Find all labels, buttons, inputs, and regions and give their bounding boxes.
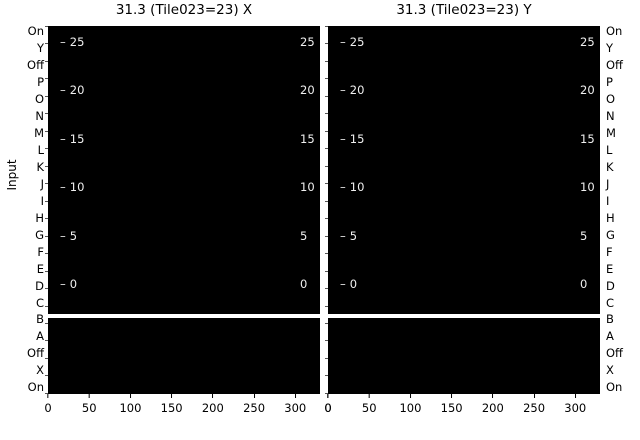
x-tick-label: 50 xyxy=(362,394,377,415)
category-tick-label: H xyxy=(606,210,615,225)
category-tick-label: I xyxy=(40,193,44,208)
category-tick-label: M xyxy=(34,125,44,140)
x-tick-label: 0 xyxy=(324,394,332,415)
category-tick-label: E xyxy=(606,261,614,276)
right-panel-title: 31.3 (Tile023=23) Y xyxy=(396,2,532,18)
x-tick-mark xyxy=(212,394,214,398)
category-axis-labels-left: On Y Off P O N M L K J I H G F E D C B A Off X On xyxy=(4,24,48,395)
x-tick-mark xyxy=(294,394,296,398)
category-tick-label: A xyxy=(36,329,44,344)
category-tick-label: H xyxy=(35,210,44,225)
category-tick-label: P xyxy=(37,74,44,89)
category-tick-label: On xyxy=(606,24,623,38)
x-tick-label: 150 xyxy=(161,394,183,415)
x-tick-label: 250 xyxy=(523,394,545,415)
category-tick-label: Off xyxy=(27,346,44,361)
left-panel-title: 31.3 (Tile023=23) X xyxy=(115,2,253,18)
plot-area-y-upper xyxy=(328,26,600,314)
x-tick-mark xyxy=(533,394,535,398)
category-tick-label: Off xyxy=(606,346,623,361)
category-tick-label: L xyxy=(606,142,613,157)
category-tick-label: On xyxy=(606,380,623,395)
x-tick-label: 200 xyxy=(202,394,224,415)
category-tick-label: N xyxy=(606,108,615,123)
category-tick-label: F xyxy=(37,244,44,259)
x-tick-label: 100 xyxy=(119,394,141,415)
category-tick-label: X xyxy=(606,363,614,378)
x-tick-label: 100 xyxy=(399,394,421,415)
category-tick-label: C xyxy=(35,295,44,310)
x-tick-label: 300 xyxy=(284,394,306,415)
category-tick-label: K xyxy=(36,159,44,174)
category-tick-label: G xyxy=(35,227,44,242)
category-tick-label: I xyxy=(606,193,610,208)
category-tick-label: N xyxy=(35,108,44,123)
x-tick-label: 200 xyxy=(482,394,504,415)
x-tick-mark xyxy=(327,394,329,398)
category-axis-labels-right: On Y Off P O N M L K J I H G F E D C B A Off X On xyxy=(604,24,640,395)
category-tick-label: M xyxy=(606,125,616,140)
category-tick-label: Y xyxy=(36,40,44,55)
x-axis-left-panel: 0 50 100 150 200 250 300 0 xyxy=(44,394,332,422)
x-tick-mark xyxy=(451,394,453,398)
x-tick-mark xyxy=(574,394,576,398)
category-tick-label: Off xyxy=(27,57,44,72)
x-tick-label: 250 xyxy=(243,394,265,415)
x-tick-mark xyxy=(368,394,370,398)
category-tick-label: O xyxy=(34,91,44,106)
category-tick-label: Y xyxy=(606,40,614,55)
x-tick-label: 50 xyxy=(82,394,97,415)
category-tick-label: J xyxy=(40,176,44,191)
x-tick-label: 0 xyxy=(44,394,52,415)
category-tick-label: P xyxy=(606,74,613,89)
plot-area-y-lower xyxy=(328,318,600,394)
plot-area-x-lower xyxy=(48,318,320,394)
category-tick-label: K xyxy=(606,159,614,174)
category-tick-label: F xyxy=(606,244,613,259)
category-tick-label: D xyxy=(606,278,615,293)
category-tick-label: B xyxy=(606,312,614,327)
category-tick-label: On xyxy=(27,380,44,395)
x-tick-label: 300 xyxy=(564,394,586,415)
x-tick-mark xyxy=(88,394,90,398)
x-tick-label: 150 xyxy=(441,394,463,415)
category-tick-label: B xyxy=(36,312,44,327)
category-tick-label: D xyxy=(35,278,44,293)
category-tick-label: C xyxy=(606,295,615,310)
category-tick-label: Off xyxy=(606,57,623,72)
category-tick-label: G xyxy=(606,227,615,242)
x-tick-mark xyxy=(492,394,494,398)
plot-area-x-upper xyxy=(48,26,320,314)
x-tick-mark xyxy=(253,394,255,398)
category-tick-label: On xyxy=(27,24,44,38)
x-tick-mark xyxy=(129,394,131,398)
category-tick-label: L xyxy=(37,142,44,157)
category-tick-label: E xyxy=(36,261,44,276)
x-tick-mark xyxy=(47,394,49,398)
x-axis-right-panel: 0 50 100 150 200 250 300 xyxy=(324,394,600,422)
x-tick-mark xyxy=(409,394,411,398)
category-tick-label: A xyxy=(606,329,614,344)
x-tick-mark xyxy=(171,394,173,398)
category-tick-label: O xyxy=(606,91,616,106)
category-tick-label: X xyxy=(36,363,44,378)
category-tick-label: J xyxy=(606,176,610,191)
